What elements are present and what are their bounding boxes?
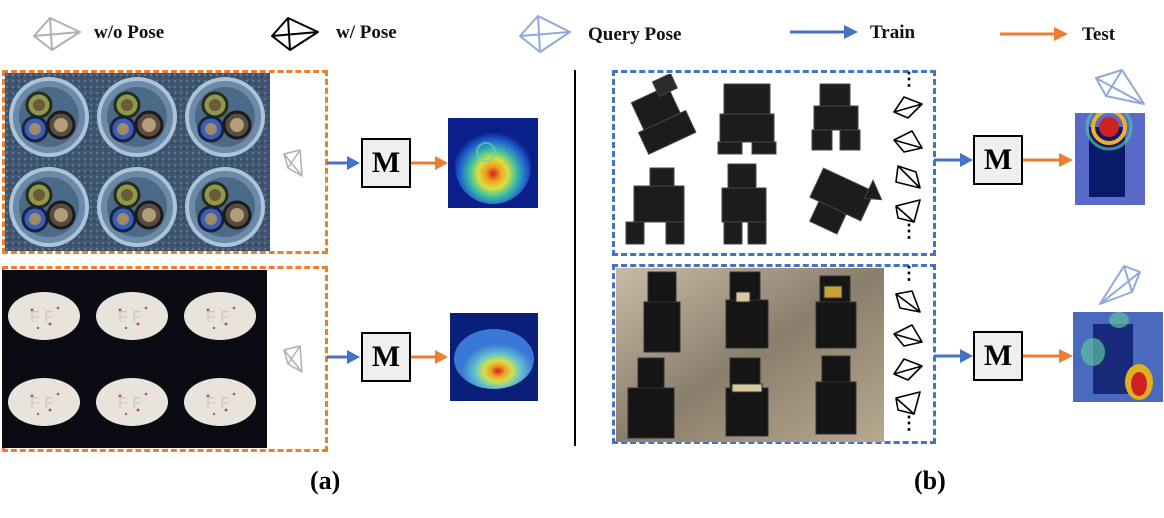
query-pose-camera-icon [1095,69,1145,105]
test-arrow-icon [1000,27,1068,41]
test-arrow [411,156,448,170]
panel-divider [574,70,576,446]
train-arrow [327,156,360,170]
w-pose-camera-icon [895,290,921,313]
test-arrow [1023,349,1073,363]
pill-anomaly-heatmap [450,313,538,401]
train-arrow [934,153,973,167]
w-pose-camera-icon [271,17,319,51]
model-box: M [361,138,411,188]
train-arrow [934,349,973,363]
cable-training-set-box [2,70,328,254]
synthetic-lego-grid [616,72,884,252]
query-pose-camera-icon [519,15,571,53]
w-pose-camera-icon [895,391,921,415]
synthetic-training-set-box [612,70,936,256]
wo-pose-camera-icon [283,149,303,177]
pose-column-top: ⋮ ⋮ [888,69,928,252]
legend-query-pose: Query Pose [588,24,682,45]
caption-a: (a) [310,466,341,495]
model-box: M [973,135,1023,185]
train-arrow-icon [790,25,858,39]
test-arrow [1023,153,1073,167]
cable-image-grid [5,73,270,251]
legend-test: Test [1082,24,1116,45]
ellipsis: ⋮ [900,221,918,241]
svg-text:F F: F F [30,309,54,326]
cable-anomaly-heatmap [448,118,538,208]
w-pose-camera-icon [893,96,923,119]
train-arrow [327,350,360,364]
model-box: M [973,331,1023,381]
ellipsis: ⋮ [900,69,918,89]
synthetic-anomaly-heatmap [1075,103,1145,205]
ellipsis: ⋮ [900,263,918,283]
query-pose-camera-icon [1099,265,1141,305]
pill-image-grid: F F [2,270,267,448]
w-pose-camera-icon [895,165,921,189]
ellipsis: ⋮ [900,413,918,433]
caption-b: (b) [914,466,946,495]
wo-pose-camera-icon [33,17,81,51]
legend-train: Train [870,22,916,43]
legend-w-pose: w/ Pose [336,22,397,43]
w-pose-camera-icon [893,130,923,153]
model-box: M [361,332,411,382]
w-pose-camera-icon [893,324,923,347]
pose-column-bottom: ⋮ ⋮ [888,263,928,442]
wo-pose-camera-icon [283,345,303,373]
w-pose-camera-icon [893,358,923,381]
test-arrow [411,350,448,364]
w-pose-camera-icon [895,199,921,223]
real-anomaly-heatmap [1073,312,1163,402]
legend-wo-pose: w/o Pose [94,22,165,43]
real-lego-grid [616,268,884,442]
real-training-set-box [612,264,936,444]
